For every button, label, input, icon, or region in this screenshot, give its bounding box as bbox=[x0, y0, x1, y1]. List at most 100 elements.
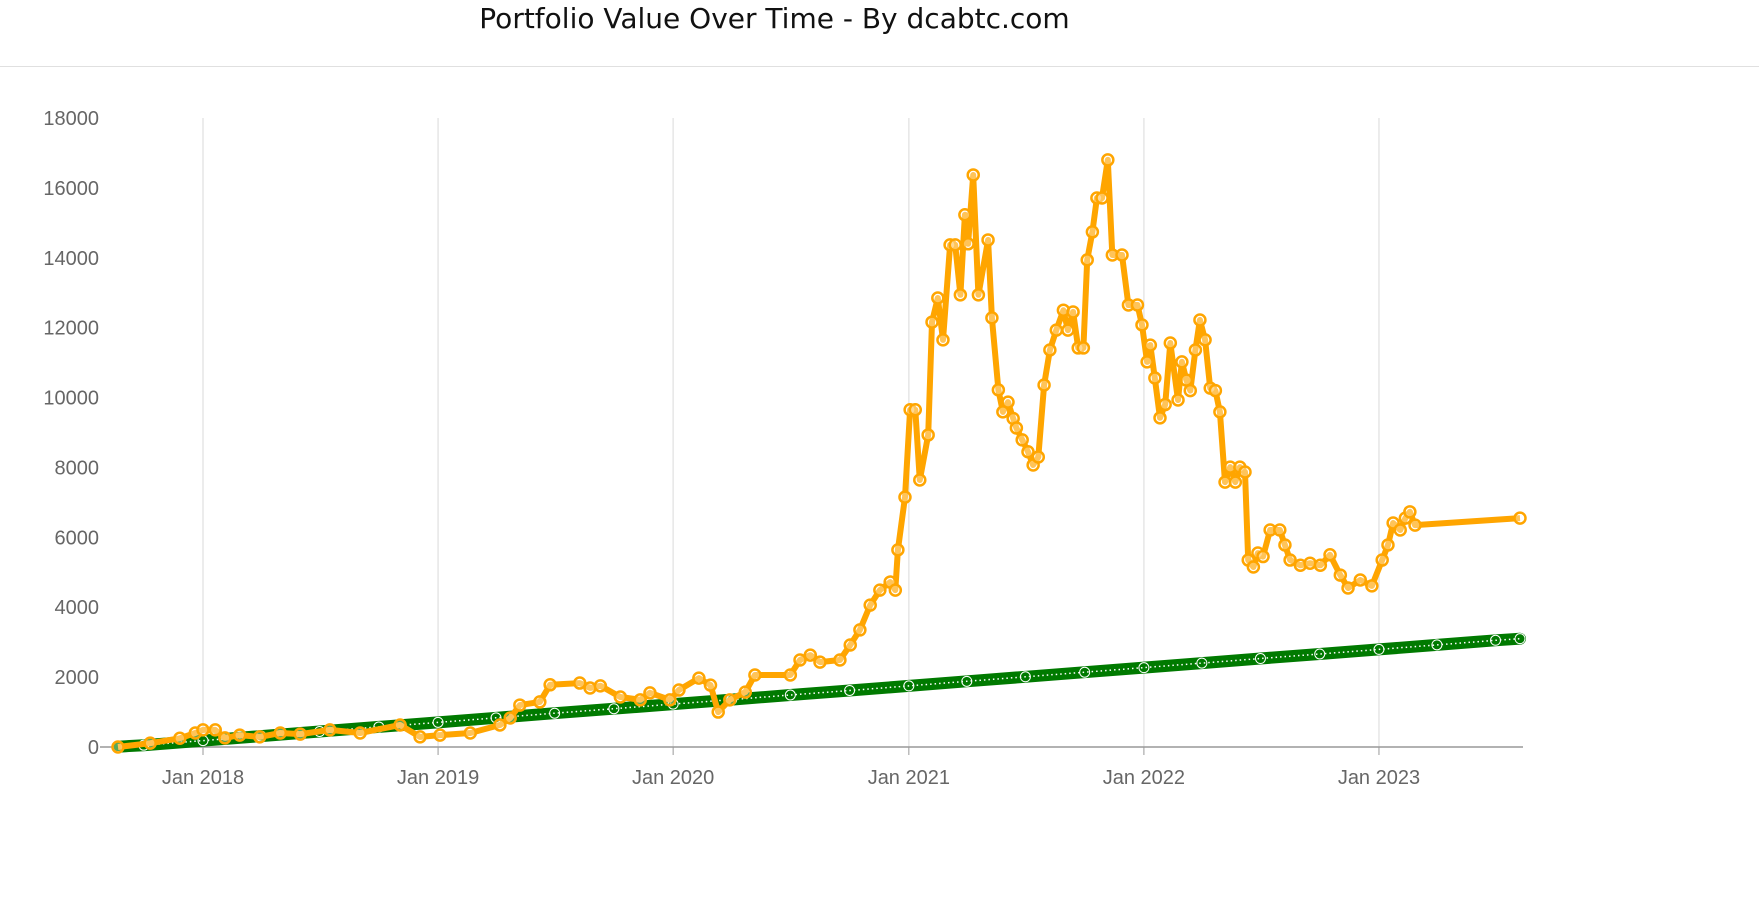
portfolio-value-point bbox=[1278, 538, 1292, 552]
portfolio-value-point bbox=[703, 678, 718, 692]
invested-point bbox=[784, 689, 796, 701]
portfolio-value-point bbox=[1085, 225, 1100, 239]
portfolio-value-point bbox=[908, 403, 923, 417]
portfolio-value-point bbox=[1263, 523, 1277, 537]
portfolio-value-point bbox=[232, 728, 247, 742]
y-axis: 0 2000 4000 6000 8000 10000 12000 14000 16000 180… bbox=[43, 108, 99, 759]
portfolio-value-point bbox=[273, 726, 288, 740]
portfolio-value-point bbox=[143, 736, 157, 750]
invested-point bbox=[1254, 653, 1266, 665]
chart-title: Portfolio Value Over Time - By dcabtc.co… bbox=[479, 2, 1070, 35]
portfolio-value-point bbox=[1238, 465, 1252, 479]
portfolio-value-point bbox=[413, 730, 427, 744]
portfolio-value-point bbox=[1153, 411, 1167, 425]
portfolio-value-point bbox=[1066, 305, 1080, 319]
invested-point bbox=[844, 684, 856, 696]
portfolio-value-point bbox=[1313, 558, 1328, 573]
x-tick-label: Jan 2018 bbox=[162, 767, 244, 789]
invested-point bbox=[903, 680, 915, 692]
portfolio-value-point bbox=[1188, 343, 1203, 357]
portfolio-value-point bbox=[1283, 553, 1297, 567]
portfolio-value-point bbox=[293, 727, 308, 741]
portfolio-value-point bbox=[1021, 444, 1035, 459]
portfolio-value-point bbox=[1076, 341, 1091, 355]
portfolio-value-point bbox=[1223, 460, 1237, 474]
portfolio-value-point bbox=[1375, 553, 1389, 567]
portfolio-value-point bbox=[1393, 523, 1407, 537]
invested-point bbox=[1079, 666, 1091, 678]
portfolio-value-point bbox=[1001, 395, 1015, 409]
portfolio-value-point bbox=[1101, 153, 1115, 167]
portfolio-value-point bbox=[793, 653, 807, 667]
portfolio-value-point bbox=[218, 731, 232, 745]
portfolio-value-point bbox=[985, 311, 999, 325]
portfolio-value-point bbox=[1256, 549, 1270, 564]
portfolio-value-point bbox=[961, 237, 975, 251]
portfolio-value-point bbox=[643, 686, 657, 700]
invested-point bbox=[1431, 639, 1443, 651]
y-tick-label: 6000 bbox=[55, 527, 100, 549]
invested-point bbox=[1019, 671, 1031, 683]
portfolio-value-point bbox=[173, 731, 187, 746]
portfolio-value-point bbox=[543, 678, 557, 692]
portfolio-value-point bbox=[353, 726, 367, 740]
portfolio-value-point bbox=[111, 740, 125, 754]
portfolio-value-point bbox=[936, 333, 950, 347]
portfolio-value-point bbox=[958, 208, 972, 222]
portfolio-value-point bbox=[633, 693, 648, 707]
portfolio-value-point bbox=[1140, 355, 1154, 369]
portfolio-value-point bbox=[953, 288, 968, 302]
y-tick-label: 12000 bbox=[43, 318, 99, 340]
x-tick-label: Jan 2021 bbox=[868, 767, 950, 789]
y-tick-label: 18000 bbox=[43, 108, 99, 130]
title-divider bbox=[0, 66, 1759, 67]
portfolio-value-point bbox=[853, 623, 867, 637]
portfolio-value-point bbox=[1208, 383, 1223, 398]
invested-point bbox=[549, 707, 561, 719]
invested-point bbox=[1138, 662, 1150, 674]
portfolio-value-point bbox=[723, 693, 737, 707]
portfolio-value-point bbox=[613, 690, 628, 704]
gridlines bbox=[202, 118, 1380, 747]
portfolio-value-point bbox=[1408, 518, 1422, 532]
portfolio-value-point bbox=[1031, 450, 1046, 464]
portfolio-value-point bbox=[971, 288, 986, 302]
portfolio-value-point bbox=[981, 233, 995, 247]
portfolio-value-point bbox=[948, 238, 962, 252]
portfolio-value-point bbox=[533, 695, 547, 709]
y-tick-label: 0 bbox=[88, 737, 99, 759]
x-tick-label: Jan 2022 bbox=[1103, 767, 1185, 789]
portfolio-value-point bbox=[863, 598, 877, 612]
portfolio-value-point bbox=[1175, 355, 1189, 369]
portfolio-value-point bbox=[433, 728, 447, 742]
portfolio-value-point bbox=[692, 671, 706, 685]
portfolio-value-point bbox=[672, 683, 686, 697]
portfolio-value-point bbox=[573, 676, 587, 690]
invested-point bbox=[1373, 643, 1385, 655]
y-tick-label: 14000 bbox=[43, 248, 99, 270]
portfolio-value-point bbox=[1043, 343, 1057, 357]
invested-point bbox=[1490, 634, 1502, 646]
y-tick-label: 16000 bbox=[43, 178, 99, 200]
portfolio-value-point bbox=[1163, 336, 1178, 350]
portfolio-value-point bbox=[1015, 433, 1029, 447]
portfolio-value-point bbox=[1135, 318, 1149, 332]
x-axis: Jan 2018 Jan 2019 Jan 2020 Jan 2021 Jan 2022… bbox=[100, 746, 1523, 789]
portfolio-value-point bbox=[1061, 323, 1075, 337]
portfolio-value-point bbox=[1273, 523, 1287, 537]
portfolio-value-point bbox=[1105, 248, 1120, 262]
invested-point bbox=[1196, 657, 1208, 669]
portfolio-value-point bbox=[1183, 383, 1198, 398]
portfolio-value-point bbox=[921, 428, 935, 442]
portfolio-value-point bbox=[898, 490, 912, 504]
x-tick-label: Jan 2023 bbox=[1338, 767, 1420, 789]
invested-point bbox=[432, 716, 444, 728]
portfolio-value-point bbox=[1365, 579, 1379, 593]
portfolio-value-point bbox=[1080, 253, 1094, 267]
portfolio-value-point bbox=[873, 583, 887, 597]
portfolio-value-point bbox=[748, 668, 762, 682]
invested-point bbox=[1514, 633, 1526, 645]
portfolio-value-point bbox=[1130, 298, 1145, 312]
y-tick-label: 8000 bbox=[55, 457, 100, 479]
portfolio-value-point bbox=[1148, 371, 1162, 385]
